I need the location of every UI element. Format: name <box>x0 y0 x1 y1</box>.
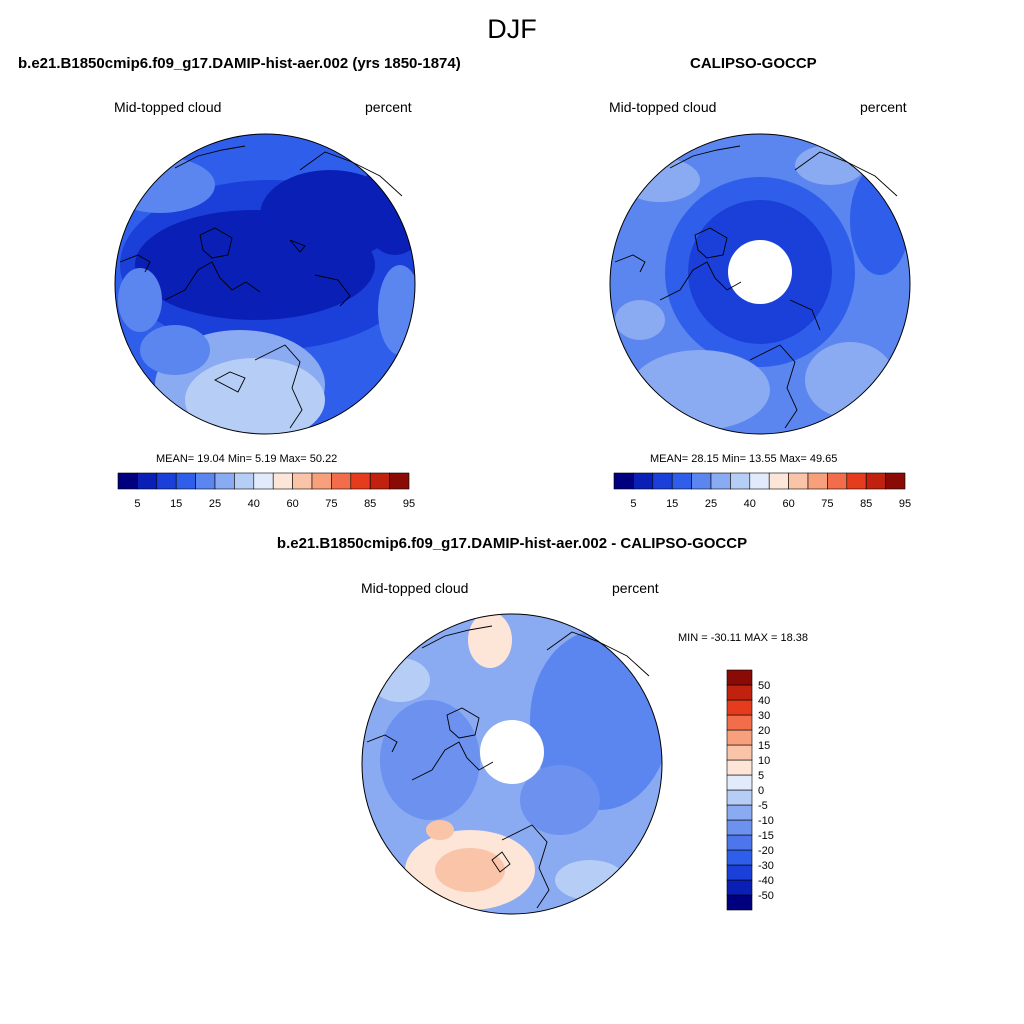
colorbar-tick-label: 40 <box>248 498 260 510</box>
colorbar-box <box>369 472 390 490</box>
colorbar-box <box>710 472 731 490</box>
colorbar-tick-label: -5 <box>758 800 768 812</box>
colorbar-tick-label: -50 <box>758 890 774 902</box>
colorbar-tick-label: 20 <box>758 725 770 737</box>
colorbar-box <box>726 774 753 791</box>
colorbar-box <box>292 472 313 490</box>
colorbar-box <box>652 472 673 490</box>
colorbar-tick-label: -30 <box>758 860 774 872</box>
panel1-colorbar: 5 15 25 40 60 75 85 95 <box>117 472 415 510</box>
panel2-stats: MEAN= 28.15 Min= 13.55 Max= 49.65 <box>650 453 838 465</box>
colorbar-box <box>117 472 138 490</box>
colorbar-tick-label: 40 <box>744 498 756 510</box>
colorbar-tick-label: 40 <box>758 695 770 707</box>
colorbar-box <box>730 472 751 490</box>
figure-title: DJF <box>487 14 537 44</box>
colorbar-tick-label: -10 <box>758 815 774 827</box>
panel2-colorbar: 5 15 25 40 60 75 85 95 <box>613 472 911 510</box>
colorbar-box <box>726 864 753 881</box>
colorbar-tick-label: 0 <box>758 785 764 797</box>
colorbar-box <box>691 472 712 490</box>
colorbar-box <box>350 472 371 490</box>
panel1-title: b.e21.B1850cmip6.f09_g17.DAMIP-hist-aer.… <box>18 55 461 72</box>
panel1-stats: MEAN= 19.04 Min= 5.19 Max= 50.22 <box>156 453 338 465</box>
colorbar-tick-label: -40 <box>758 875 774 887</box>
panel2-units-label: percent <box>860 99 907 115</box>
colorbar-box <box>768 472 789 490</box>
colorbar-box <box>726 894 753 911</box>
colorbar-tick-label: 25 <box>705 498 717 510</box>
colorbar-box <box>726 699 753 716</box>
colorbar-box <box>331 472 352 490</box>
panel3-title: b.e21.B1850cmip6.f09_g17.DAMIP-hist-aer.… <box>276 535 748 552</box>
colorbar-tick-label: 25 <box>209 498 221 510</box>
colorbar-box <box>827 472 848 490</box>
colorbar-box <box>865 472 886 490</box>
colorbar-box <box>726 684 753 701</box>
colorbar-box <box>195 472 216 490</box>
panel1-units-label: percent <box>365 99 412 115</box>
colorbar-box <box>389 472 410 490</box>
colorbar-box <box>726 819 753 836</box>
colorbar-tick-label: 15 <box>170 498 182 510</box>
colorbar-tick-label: 60 <box>782 498 794 510</box>
colorbar-box <box>726 804 753 821</box>
colorbar-box <box>726 834 753 851</box>
panel3-polar-map <box>361 613 663 915</box>
panel3-units-label: percent <box>612 580 659 596</box>
colorbar-box <box>726 789 753 806</box>
colorbar-box <box>156 472 177 490</box>
colorbar-box <box>137 472 158 490</box>
colorbar-tick-label: 10 <box>758 755 770 767</box>
colorbar-tick-label: -20 <box>758 845 774 857</box>
colorbar-tick-label: 5 <box>134 498 140 510</box>
colorbar-box <box>253 472 274 490</box>
colorbar-tick-label: 50 <box>758 680 770 692</box>
colorbar-tick-label: -15 <box>758 830 774 842</box>
colorbar-box <box>846 472 867 490</box>
colorbar-box <box>272 472 293 490</box>
colorbar-tick-label: 95 <box>899 498 911 510</box>
colorbar-box <box>726 729 753 746</box>
panel1-polar-map <box>114 133 416 435</box>
colorbar-box <box>613 472 634 490</box>
colorbar-box <box>726 849 753 866</box>
colorbar-box <box>726 759 753 776</box>
colorbar-box <box>726 669 753 686</box>
colorbar-box <box>234 472 255 490</box>
colorbar-box <box>885 472 906 490</box>
colorbar-tick-label: 75 <box>821 498 833 510</box>
colorbar-box <box>788 472 809 490</box>
panel3-variable-label: Mid-topped cloud <box>361 580 469 596</box>
colorbar-tick-label: 5 <box>630 498 636 510</box>
colorbar-box <box>726 744 753 761</box>
colorbar-box <box>311 472 332 490</box>
colorbar-box <box>726 879 753 896</box>
colorbar-tick-label: 30 <box>758 710 770 722</box>
colorbar-box <box>726 714 753 731</box>
colorbar-tick-label: 60 <box>286 498 298 510</box>
colorbar-box <box>175 472 196 490</box>
colorbar-box <box>671 472 692 490</box>
colorbar-box <box>807 472 828 490</box>
colorbar-tick-label: 5 <box>758 770 764 782</box>
colorbar-tick-label: 75 <box>325 498 337 510</box>
panel1-variable-label: Mid-topped cloud <box>114 99 222 115</box>
colorbar-box <box>749 472 770 490</box>
colorbar-tick-label: 15 <box>666 498 678 510</box>
colorbar-box <box>633 472 654 490</box>
colorbar-tick-label: 15 <box>758 740 770 752</box>
colorbar-tick-label: 95 <box>403 498 415 510</box>
panel3-stats: MIN = -30.11 MAX = 18.38 <box>678 632 809 644</box>
panel2-polar-map <box>609 133 911 435</box>
colorbar-box <box>214 472 235 490</box>
panel2-variable-label: Mid-topped cloud <box>609 99 717 115</box>
panel2-title: CALIPSO-GOCCP <box>690 55 817 72</box>
colorbar-tick-label: 85 <box>860 498 872 510</box>
colorbar-tick-label: 85 <box>364 498 376 510</box>
